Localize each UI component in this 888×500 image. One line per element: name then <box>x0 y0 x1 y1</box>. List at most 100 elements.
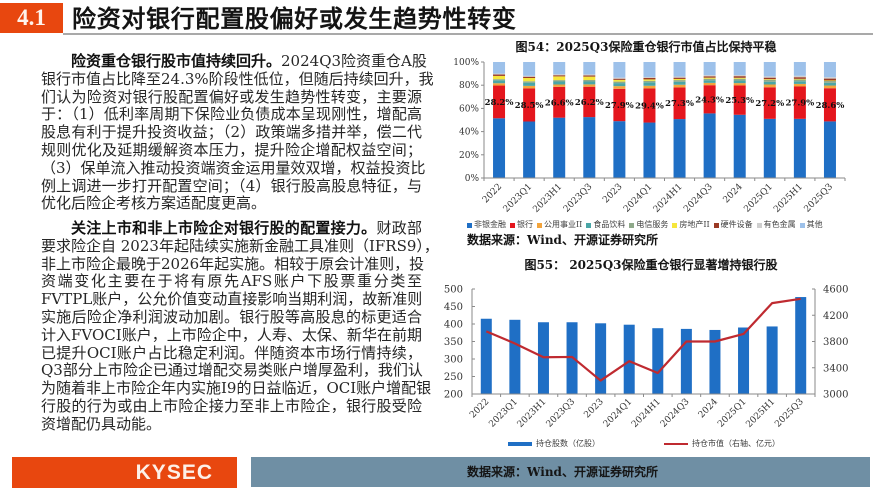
legend-swatch <box>467 222 472 228</box>
bar-segment <box>493 118 506 178</box>
bar-segment <box>733 80 746 84</box>
x-tick-label: 2024Q3 <box>659 397 692 430</box>
legend-item: 持仓市值（右轴、亿元） <box>664 439 780 449</box>
chart-55-legend: 持仓股数（亿股） 持仓市值（右轴、亿元） <box>508 439 780 449</box>
legend-item: 非银金融 <box>467 220 506 230</box>
legend-label: 食品饮料 <box>593 220 626 229</box>
bar-segment <box>493 73 506 75</box>
x-tick-label: 2024H1 <box>652 182 685 215</box>
legend-item: 有色金属 <box>756 220 796 230</box>
left-y-tick-label: 500 <box>444 285 463 296</box>
left-y-tick-label: 300 <box>444 355 463 366</box>
data-label: 27.2% <box>755 99 784 109</box>
legend-item: 公用事业II <box>537 220 582 230</box>
bar-segment <box>583 86 596 118</box>
legend-swatch <box>672 222 678 228</box>
left-y-tick-label: 400 <box>444 320 463 331</box>
bar-segment <box>583 75 596 77</box>
page-title: 险资对银行配置股偏好或发生趋势性转变 <box>72 4 517 33</box>
x-tick-label: 2023Q3 <box>545 397 578 430</box>
bar-segment <box>613 78 626 80</box>
legend-bar-marker <box>508 442 532 446</box>
bar-segment <box>523 78 536 82</box>
bar-segment <box>523 76 536 79</box>
x-tick-label: 2023H1 <box>516 397 549 430</box>
bar-segment <box>793 118 806 178</box>
legend-label: 其他 <box>806 220 823 229</box>
bar-segment <box>823 77 836 79</box>
bar-segment <box>793 86 806 119</box>
legend-item: 房地产II <box>672 220 710 230</box>
bar-segment <box>583 117 596 178</box>
bar-segment <box>823 81 836 83</box>
footer-source-band: 数据来源：Wind、开源证券研究所 <box>251 457 870 487</box>
bar-segment <box>763 77 776 80</box>
paragraph-allocation-relay: 关注上市和非上市险企对银行股的配置接力。财政部 要求险企自 2023年起陆续实施… <box>41 219 439 434</box>
chart-55-title: 图55： 2025Q3保险重仓银行显著增持银行股 <box>524 258 778 272</box>
bar-segment <box>553 76 566 81</box>
bar-segment <box>763 84 776 88</box>
bar <box>623 324 635 394</box>
x-tick-label: 2024Q3 <box>682 182 715 215</box>
legend-swatch <box>510 222 515 228</box>
bar-segment <box>703 80 716 83</box>
x-tick-label: 2023Q1 <box>502 182 535 215</box>
bar <box>680 328 692 394</box>
x-tick-label: 2022 <box>481 182 504 205</box>
bar-segment <box>583 81 596 85</box>
kysec-logo-bar: KYSEC <box>12 457 237 488</box>
bar-segment <box>763 76 776 78</box>
bar-segment <box>673 87 686 120</box>
paragraph-lead: 关注上市和非上市险企对银行股的配置接力。 <box>71 219 377 237</box>
legend-label: 硬件设备 <box>720 220 753 229</box>
bar-segment <box>763 79 776 82</box>
bar <box>595 323 607 394</box>
y-tick-label: 60% <box>459 104 479 114</box>
bar-segment <box>793 75 806 78</box>
text-line: Q3部分上市险企已通过增配交易类账户增厚盈利，我们认 <box>41 361 423 380</box>
legend-item: 银行 <box>510 220 533 230</box>
bar-segment <box>823 80 836 82</box>
text-line: 资增配仍具动能。 <box>41 414 162 433</box>
bar-segment <box>673 62 686 77</box>
bar-segment <box>613 86 626 89</box>
legend-item: 电信服务 <box>629 220 668 230</box>
x-tick-label: 2025Q1 <box>742 182 775 215</box>
bar-segment <box>703 85 716 114</box>
chart-55-source: 数据来源：Wind、开源证券研究所 <box>467 465 658 479</box>
text-line: 股息有利于提升投资收益；（2）政策端多措并举，偿二代 <box>41 123 422 142</box>
bar <box>509 319 521 394</box>
legend-swatch <box>713 222 719 228</box>
text-line: 们认为险资对银行股配置偏好或发生趋势性转变，主要源 <box>41 87 422 106</box>
legend-swatch <box>629 222 635 228</box>
bar-segment <box>763 87 776 119</box>
bar-segment <box>823 78 836 81</box>
bar-segment <box>793 83 806 87</box>
bar-segment <box>613 81 626 84</box>
x-tick-label: 2023Q1 <box>487 397 520 430</box>
bar-segment <box>823 88 836 122</box>
section-number-badge: 4.1 <box>0 3 63 33</box>
bar-segment <box>763 81 776 85</box>
x-tick-label: 2023 <box>601 182 624 205</box>
x-tick-label: 2023 <box>582 397 605 420</box>
bar-segment <box>643 80 656 83</box>
bar-segment <box>553 117 566 178</box>
x-tick-label: 2025Q3 <box>803 182 836 215</box>
bar-segment <box>613 62 626 78</box>
x-tick-label: 2023Q3 <box>562 182 595 215</box>
bar-segment <box>763 79 776 80</box>
x-tick-label: 2025Q1 <box>716 397 749 430</box>
x-tick-label: 2023H1 <box>531 182 564 215</box>
bar-segment <box>733 78 746 81</box>
right-y-tick-label: 3800 <box>823 337 848 348</box>
text-line: 计入FVOCI账户，上市险企中，人寿、太保、新华在前期 <box>41 325 422 344</box>
bar-segment <box>703 113 716 178</box>
right-y-tick-label: 4200 <box>823 311 848 322</box>
bar-segment <box>583 79 596 82</box>
legend-item: 食品饮料 <box>586 220 625 230</box>
bar-segment <box>733 77 746 79</box>
bar-segment <box>493 83 506 86</box>
data-label: 27.3% <box>665 99 694 109</box>
bar-segment <box>613 121 626 178</box>
